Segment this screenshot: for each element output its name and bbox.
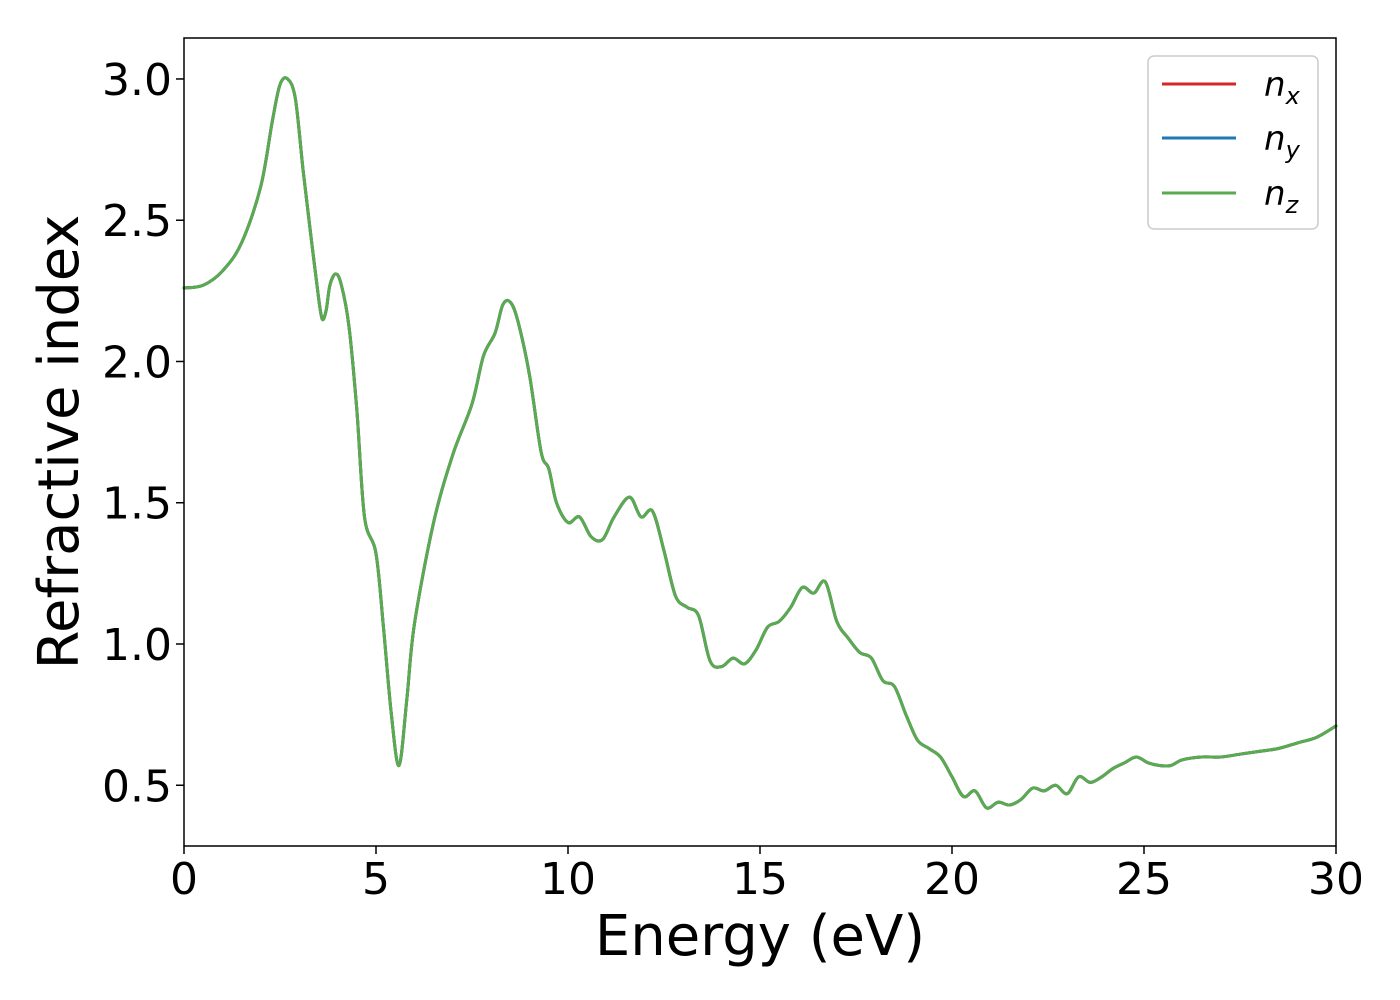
legend-label: ny: [1264, 119, 1301, 164]
legend-symbol: n: [1264, 119, 1286, 159]
plot-area: [182, 37, 1338, 847]
x-tick-label: 5: [362, 854, 390, 905]
y-tick-label: 2.5: [102, 196, 172, 247]
legend-label: nz: [1264, 174, 1300, 219]
x-tick-label: 20: [924, 854, 980, 905]
x-axis-ticks: 0 5 10 15 20 25 30: [170, 846, 1364, 905]
series-group: [182, 76, 1338, 810]
legend-label: nx: [1264, 65, 1301, 110]
x-axis-label: Energy (eV): [595, 904, 925, 969]
legend-subscript: x: [1285, 82, 1301, 110]
x-tick-label: 10: [540, 854, 596, 905]
series-line-n-z: [182, 76, 1338, 810]
x-tick-label: 30: [1308, 854, 1364, 905]
x-tick-label: 25: [1116, 854, 1172, 905]
legend-subscript: z: [1285, 191, 1300, 219]
y-axis-ticks: 0.5 1.0 1.5 2.0 2.5 3.0: [102, 55, 184, 812]
legend-symbol: n: [1264, 174, 1286, 214]
x-tick-label: 15: [732, 854, 788, 905]
y-tick-label: 0.5: [102, 761, 172, 812]
y-tick-label: 2.0: [102, 337, 172, 388]
y-tick-label: 1.0: [102, 620, 172, 671]
y-tick-label: 1.5: [102, 479, 172, 530]
y-axis-label: Refractive index: [27, 215, 92, 670]
legend-subscript: y: [1285, 136, 1301, 164]
legend-box: [1147, 55, 1319, 230]
x-tick-label: 0: [170, 854, 198, 905]
legend-symbol: n: [1264, 65, 1286, 105]
y-tick-label: 3.0: [102, 55, 172, 106]
